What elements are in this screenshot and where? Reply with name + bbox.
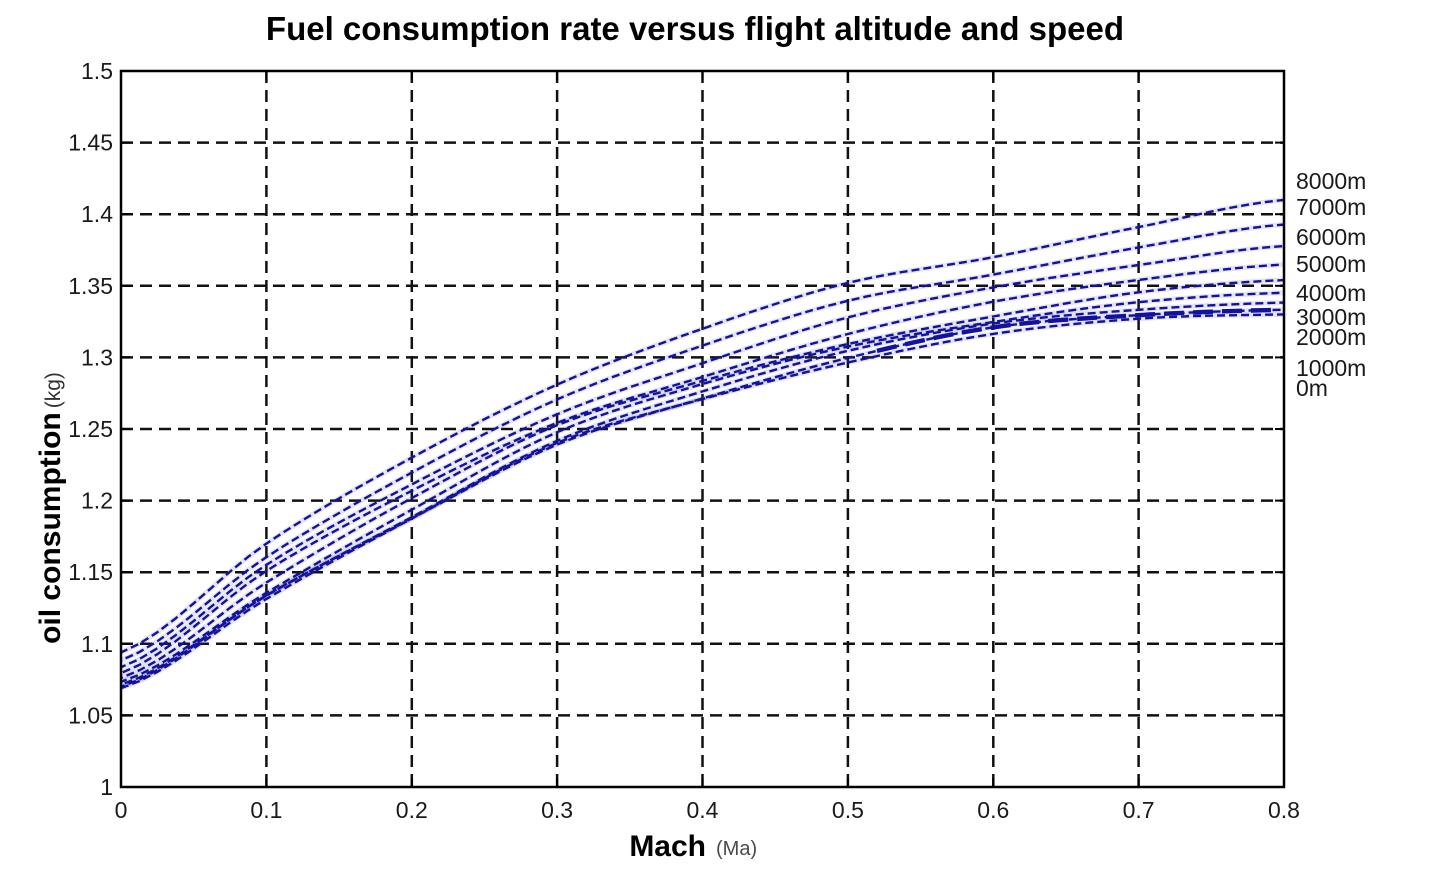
svg-text:1000m: 1000m (1296, 355, 1366, 381)
svg-text:0: 0 (115, 797, 128, 823)
svg-text:Fuel consumption rate versus f: Fuel consumption rate versus flight alti… (266, 10, 1124, 47)
svg-text:1.25: 1.25 (68, 416, 113, 442)
svg-text:1.3: 1.3 (81, 344, 113, 370)
svg-text:7000m: 7000m (1296, 194, 1366, 220)
svg-text:0.1: 0.1 (250, 797, 282, 823)
svg-text:1.05: 1.05 (68, 702, 113, 728)
svg-text:5000m: 5000m (1296, 251, 1366, 277)
svg-text:1.45: 1.45 (68, 130, 113, 156)
svg-text:oil consumption(kg): oil consumption(kg) (34, 372, 67, 644)
svg-text:0.3: 0.3 (541, 797, 573, 823)
svg-text:0.6: 0.6 (977, 797, 1009, 823)
svg-text:0.2: 0.2 (396, 797, 428, 823)
svg-text:0.7: 0.7 (1123, 797, 1155, 823)
svg-text:1.5: 1.5 (81, 58, 113, 84)
svg-text:0.5: 0.5 (832, 797, 864, 823)
svg-text:6000m: 6000m (1296, 224, 1366, 250)
svg-text:4000m: 4000m (1296, 280, 1366, 306)
svg-text:0.4: 0.4 (687, 797, 719, 823)
svg-text:1: 1 (100, 774, 113, 800)
svg-text:1.15: 1.15 (68, 559, 113, 585)
svg-text:0.8: 0.8 (1268, 797, 1300, 823)
svg-text:0m: 0m (1296, 375, 1328, 401)
svg-text:1.35: 1.35 (68, 273, 113, 299)
svg-text:1.1: 1.1 (81, 631, 113, 657)
svg-text:1.4: 1.4 (81, 201, 113, 227)
svg-text:8000m: 8000m (1296, 168, 1366, 194)
svg-text:3000m: 3000m (1296, 304, 1366, 330)
svg-text:2000m: 2000m (1296, 324, 1366, 350)
svg-text:1.2: 1.2 (81, 488, 113, 514)
svg-text:(Ma): (Ma) (716, 838, 757, 860)
svg-text:Mach: Mach (629, 830, 706, 863)
